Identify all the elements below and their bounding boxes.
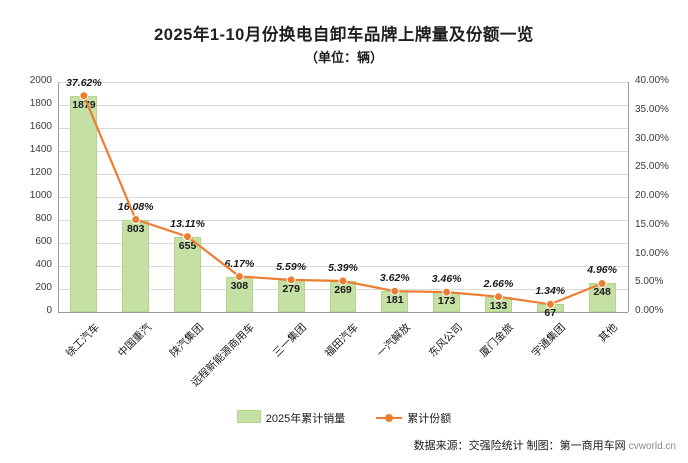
y-axis-line [58,82,59,312]
source-watermark: cvworld.cn [628,441,676,452]
chart-title: 2025年1-10月份换电自卸车品牌上牌量及份额一览 [154,26,534,44]
source-text: 数据来源：交强险统计 制图：第一商用车网 [413,440,626,452]
y-axis-line [628,82,629,312]
legend-label-line: 累计份额 [407,413,452,425]
y-axis-left-tick: 2000 [29,75,52,86]
y-axis-right-tick: 10.00% [635,247,669,259]
chart-legend: 2025年累计销量 累计份额 [0,410,688,426]
chart-subtitle: （单位：辆） [304,50,383,65]
line-value-label-0: 37.62% [66,76,102,89]
y-axis-left-tick: 1800 [29,98,52,109]
legend-item-line: 累计份额 [376,410,451,426]
x-axis-line [58,312,628,313]
bar-value-label-0: 1879 [72,98,96,111]
line-value-label-1: 16.08% [117,200,154,213]
y-axis-right-tick: 20.00% [635,190,669,201]
bar-value-label-9: 67 [544,307,557,320]
gridline [58,197,628,198]
y-axis-right-tick: 40.00% [635,75,669,86]
y-axis-right-tick: 35.00% [635,103,669,115]
y-axis-right-tick: 0.00% [635,305,664,316]
gridline [58,128,628,129]
y-axis-left-tick: 200 [35,282,52,293]
line-value-label-10: 4.96% [587,264,617,277]
gridline [58,174,628,175]
legend-swatch-line-icon [376,412,403,423]
chart-title-block: 2025年1-10月份换电自卸车品牌上牌量及份额一览 （单位：辆） [0,24,688,68]
y-axis-right-tick: 30.00% [635,132,669,144]
y-axis-right-tick: 15.00% [635,218,669,230]
y-axis-right-tick: 25.00% [635,161,669,173]
line-value-label-2: 13.11% [170,217,205,230]
bar-0 [70,95,98,312]
y-axis-left-tick: 600 [35,236,52,247]
y-axis-left-tick: 1400 [29,144,52,155]
y-axis-left-tick: 1200 [29,167,52,178]
legend-item-bar: 2025年累计销量 [236,410,346,426]
chart-source: 数据来源：交强险统计 制图：第一商用车网 cvworld.cn [414,437,676,453]
y-axis-left-tick: 800 [35,213,52,224]
gridline [58,82,628,83]
gridline [58,151,628,152]
y-axis-left-tick: 0 [46,305,52,316]
bar-value-label-2: 655 [178,239,197,252]
line-value-label-9: 1.34% [535,285,566,298]
y-axis-left-tick: 400 [35,259,52,270]
legend-label-bar: 2025年累计销量 [265,413,346,425]
y-axis-left-tick: 1000 [29,190,52,201]
y-axis-left-tick: 1600 [29,121,52,132]
gridline [58,105,628,106]
y-axis-right-tick: 5.00% [635,276,664,288]
legend-swatch-bar-icon [236,410,261,423]
